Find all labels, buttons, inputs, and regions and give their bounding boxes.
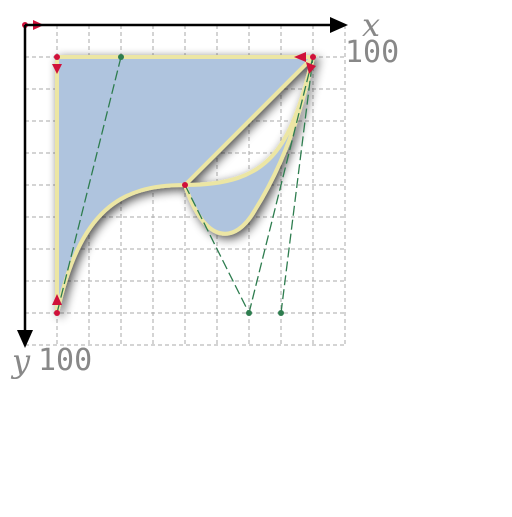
x-axis-max: 100 (345, 35, 399, 70)
control-lines (56, 56, 314, 314)
control-points (118, 54, 284, 316)
axes (17, 17, 348, 348)
y-axis-max: 100 (38, 343, 92, 378)
x-axis-label: x (362, 6, 380, 44)
y-axis-label: y (10, 342, 31, 380)
